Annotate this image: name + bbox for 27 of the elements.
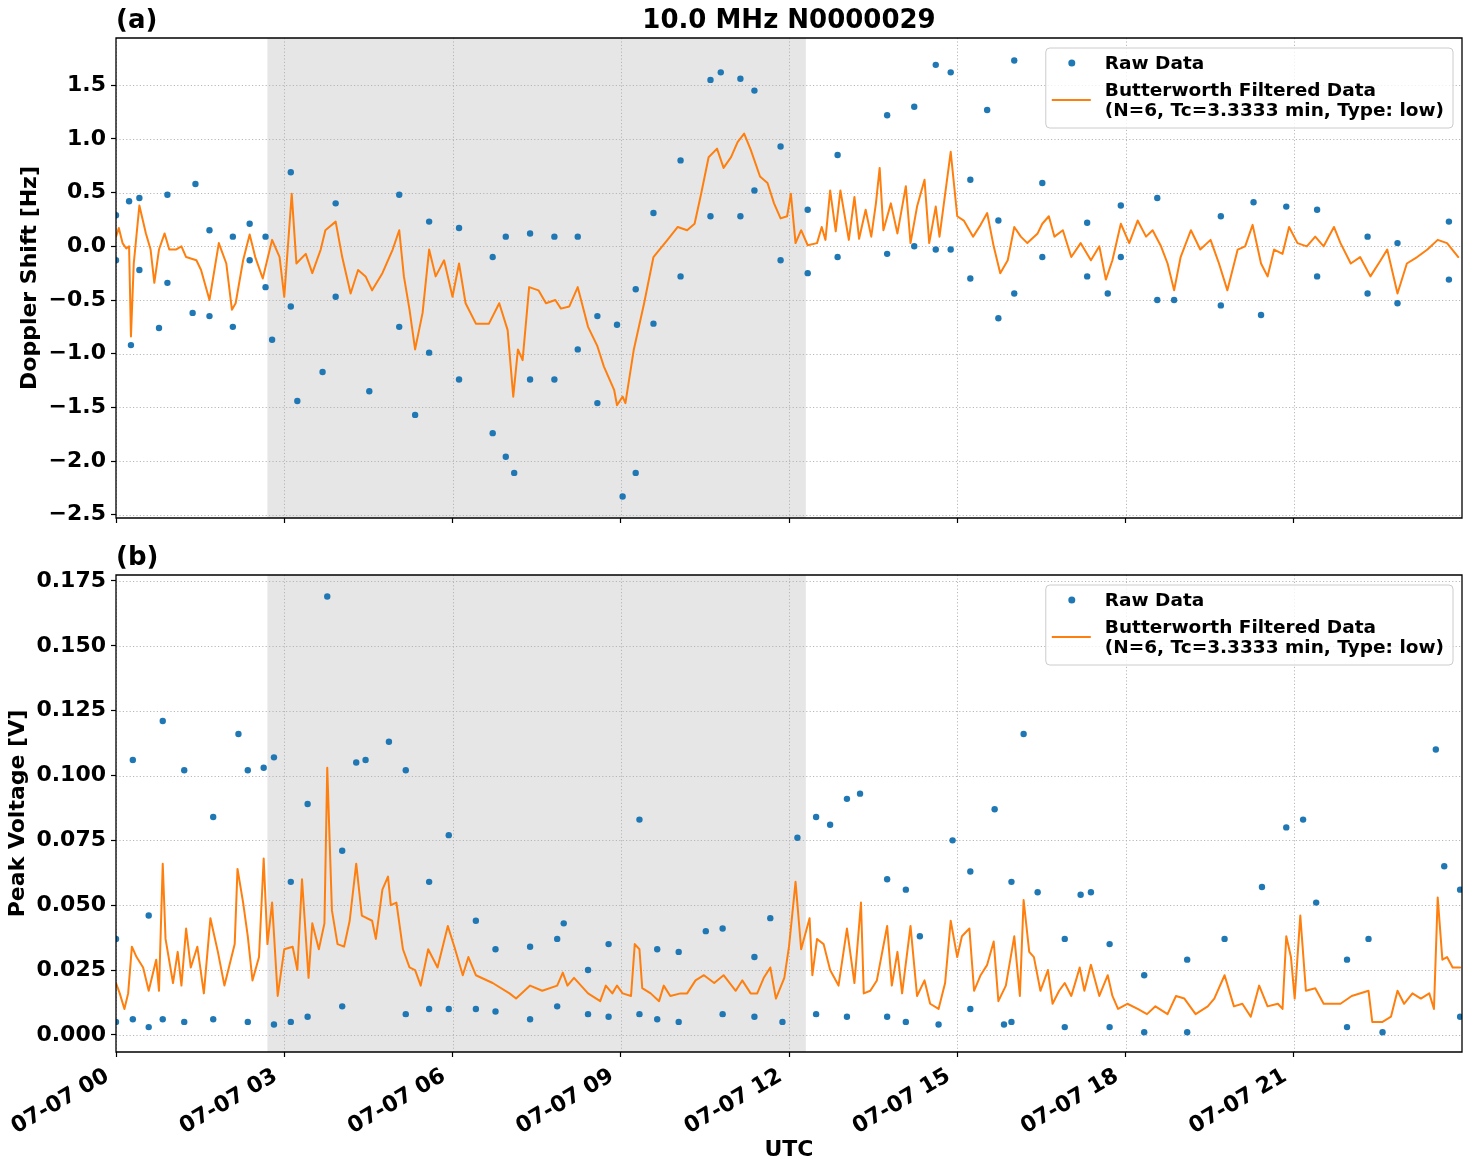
chart-title: 10.0 MHz N0000029 [642, 3, 936, 34]
x-axis-title: UTC [764, 1135, 814, 1161]
y-tick-label: −0.5 [48, 285, 106, 311]
y-tick-label: 0.050 [36, 890, 106, 916]
y-axis-title: Peak Voltage [V] [4, 709, 30, 918]
y-tick-label: 0.0 [67, 232, 106, 258]
text: (b) [116, 540, 159, 571]
y-tick-label: 0.100 [36, 761, 106, 787]
y-tick-label: 0.125 [36, 696, 106, 722]
y-tick-label: 0.025 [36, 955, 106, 981]
y-tick-label: 0.075 [36, 826, 106, 852]
y-tick-label: −2.0 [48, 446, 106, 472]
text: (a) [116, 3, 158, 34]
legend-label: Butterworth Filtered Data (N=6, Tc=3.3333 min, Type: low) [1104, 78, 1445, 120]
y-tick-label: −2.5 [48, 500, 106, 526]
y-tick-label: 1.0 [67, 124, 106, 150]
legend-label: Butterworth Filtered Data (N=6, Tc=3.3333 min, Type: low) [1104, 615, 1445, 657]
y-tick-label: 0.5 [67, 178, 106, 204]
legend-label: Raw Data [1104, 588, 1205, 610]
y-tick-label: 0.000 [36, 1020, 106, 1046]
y-tick-label: 0.150 [36, 631, 106, 657]
y-axis-title: Doppler Shift [Hz] [16, 166, 42, 390]
y-tick-label: 0.175 [36, 566, 106, 592]
y-tick-label: −1.5 [48, 393, 106, 419]
legend-label: Raw Data [1104, 51, 1205, 73]
y-tick-label: −1.0 [48, 339, 106, 365]
y-tick-label: 1.5 [67, 70, 106, 96]
